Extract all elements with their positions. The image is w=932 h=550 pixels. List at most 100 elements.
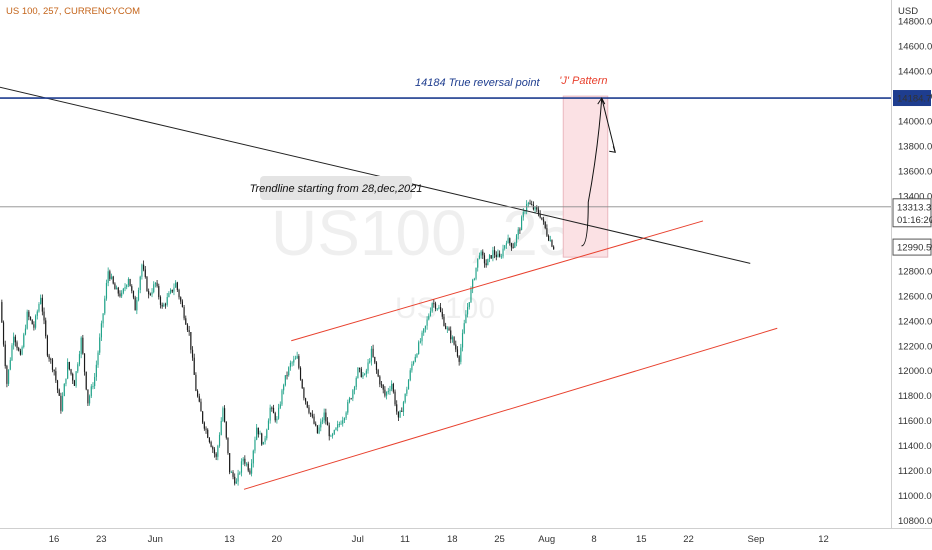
candle-body [541,217,543,220]
candle-body [218,434,221,446]
candle-body [473,278,475,280]
candle-body [131,286,133,291]
candle-body [531,204,533,206]
candle-body [320,421,322,428]
candle-body [213,449,216,454]
price-tick-label: 14600.0 [898,42,932,53]
candle-body [548,235,550,241]
candle-body [197,390,199,397]
candle-body [418,342,420,354]
candle-body [517,229,519,236]
price-tick-label: 13400.0 [898,191,932,202]
candle-body [458,356,460,362]
candle-body [429,311,432,316]
candle-body [468,302,470,308]
candle-body [107,271,109,284]
time-tick-label: 22 [683,534,694,545]
countdown-timer: 01:16:20 [897,215,932,226]
channel-lower-line[interactable] [243,327,778,490]
candle-body [529,202,531,205]
candle-body [499,253,501,257]
candle-body [521,217,523,231]
candle-body [434,303,437,309]
candle-body [235,481,237,484]
chart-title: US 100, 257, CURRENCYCOM [6,6,140,17]
j-pattern-label: 'J' Pattern [559,75,607,87]
candle-body [146,276,148,292]
candle-body [191,349,194,358]
candle-body [136,300,138,311]
time-tick-label: 11 [400,534,410,545]
candle-body [308,407,310,413]
candle-body [514,242,516,248]
candle-body [161,304,163,307]
candle-body [141,264,143,277]
candle-body [272,407,275,414]
candle-body [35,315,37,328]
time-tick-label: 15 [636,534,647,545]
candle-body [487,258,489,266]
time-tick-label: 20 [271,534,282,545]
price-tick-label: 11200.0 [898,466,932,477]
price-tick-label: 11400.0 [898,441,932,452]
candle-body [443,316,445,326]
candle-body [326,421,329,426]
candle-body [323,412,325,421]
candle-body [164,304,167,306]
candle-body [456,349,459,357]
candle-body [40,297,42,305]
candle-body [426,319,428,326]
candle-body [229,453,231,473]
candle-body [369,361,371,363]
candle-body [483,255,486,264]
candle-body [240,461,243,473]
candle-body [28,311,30,317]
candle-body [460,347,462,362]
channel-upper-line[interactable] [291,220,704,342]
candle-body [60,395,62,411]
candle-body [80,337,82,355]
candle-body [53,369,55,372]
candle-body [190,331,192,350]
candle-body [222,408,224,421]
candle-body [310,412,312,415]
candle-body [433,303,435,305]
candle-body [112,276,114,284]
time-tick-label: 23 [96,534,107,545]
candle-body [56,380,59,390]
candle-body [269,407,271,421]
candle-body [301,379,303,389]
candle-body [50,358,52,360]
candle-body [261,433,263,445]
j-pattern-projection [581,97,616,247]
candle-body [391,383,393,390]
candle-body [92,386,94,388]
price-tick-label: 11000.0 [898,491,932,502]
time-tick-label: 16 [49,534,60,545]
candle-body [461,333,464,348]
candle-body [65,378,67,384]
candle-body [379,376,381,385]
candle-body [536,206,538,210]
candle-body [382,384,384,390]
candle-body [237,473,239,482]
trendline[interactable] [0,81,751,264]
candle-body [519,229,521,231]
candle-body [276,418,278,421]
price-axis[interactable]: 10800.0 11000.0 11200.0 11400.0 11600.0 11800… [892,17,932,527]
candle-body [178,289,180,298]
candle-body [247,463,249,471]
time-axis[interactable]: 16 23 Jun 13 20 Jul 11 18 25 Aug 8 15 22 Sep 12 [49,534,829,545]
candle-body [205,428,207,430]
candle-body [407,380,410,390]
candle-body [330,435,332,437]
candle-body [428,315,430,320]
time-tick-label: 13 [224,534,235,545]
candle-body [126,284,128,288]
candle-body [31,319,33,325]
time-tick-label: Jun [148,534,163,545]
candle-body [200,401,202,412]
candle-body [78,354,81,365]
candle-body [36,311,38,316]
